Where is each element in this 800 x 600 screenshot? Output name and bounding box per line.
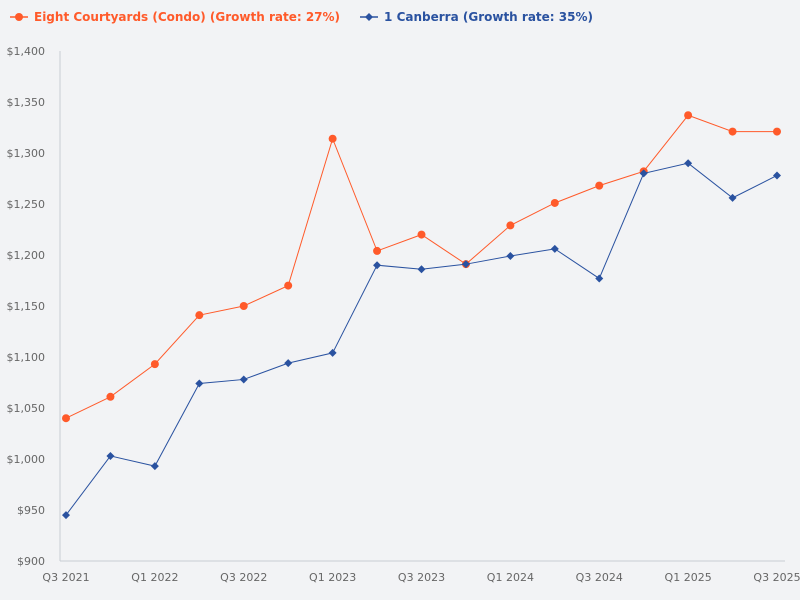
data-point — [595, 274, 604, 283]
data-point — [728, 193, 737, 202]
y-tick-label: $1,300 — [7, 147, 46, 160]
data-point — [150, 360, 159, 369]
data-point — [550, 244, 559, 253]
data-point — [461, 260, 470, 269]
x-tick-label: Q1 2025 — [665, 571, 712, 584]
data-point — [417, 265, 426, 274]
legend-label: Eight Courtyards (Condo) (Growth rate: 2… — [34, 10, 341, 24]
data-point — [684, 159, 693, 168]
data-point — [506, 221, 515, 230]
x-tick-label: Q1 2024 — [487, 571, 534, 584]
y-tick-label: $1,350 — [7, 96, 46, 109]
legend-item-eight-courtyards[interactable]: Eight Courtyards (Condo) (Growth rate: 2… — [10, 10, 340, 24]
data-point — [773, 127, 781, 136]
x-tick-label: Q1 2023 — [309, 571, 356, 584]
data-point — [284, 359, 293, 368]
data-point — [195, 311, 204, 320]
data-point — [62, 414, 70, 423]
y-tick-label: $900 — [17, 555, 45, 568]
data-point — [595, 181, 604, 190]
data-point — [373, 261, 382, 270]
circle-marker-icon — [10, 13, 28, 21]
data-point — [639, 169, 648, 178]
data-point — [728, 127, 737, 136]
series-line-1 — [65, 162, 778, 516]
y-tick-label: $1,100 — [7, 351, 46, 364]
data-point — [328, 348, 337, 357]
legend-item-1-canberra[interactable]: 1 Canberra (Growth rate: 35%) — [360, 10, 593, 24]
data-point — [106, 451, 115, 460]
data-point — [195, 379, 204, 388]
data-point — [328, 134, 337, 143]
diamond-marker-icon — [360, 13, 379, 21]
y-tick-label: $1,200 — [7, 249, 46, 262]
data-point — [62, 511, 70, 520]
y-tick-label: $1,050 — [7, 402, 46, 415]
data-point — [239, 302, 248, 310]
data-point — [106, 392, 115, 401]
y-tick-label: $1,250 — [7, 198, 46, 211]
x-tick-label: Q3 2025 — [753, 571, 800, 584]
legend-label: 1 Canberra (Growth rate: 35%) — [384, 10, 593, 24]
y-tick-label: $1,400 — [7, 45, 46, 58]
data-point — [284, 281, 293, 290]
x-tick-label: Q3 2023 — [398, 571, 445, 584]
legend: Eight Courtyards (Condo) (Growth rate: 2… — [10, 10, 593, 24]
data-point — [773, 171, 781, 180]
data-point — [684, 111, 693, 120]
y-tick-label: $1,000 — [7, 453, 46, 466]
x-tick-label: Q3 2021 — [42, 571, 89, 584]
x-tick-label: Q3 2022 — [220, 571, 267, 584]
data-point — [506, 252, 515, 261]
data-point — [550, 198, 559, 207]
data-point — [239, 375, 248, 384]
x-tick-label: Q3 2024 — [576, 571, 623, 584]
data-point — [373, 246, 382, 255]
y-tick-label: $1,150 — [7, 300, 46, 313]
data-point — [150, 462, 159, 471]
y-tick-label: $950 — [17, 504, 45, 517]
data-point — [417, 230, 426, 239]
x-tick-label: Q1 2022 — [131, 571, 178, 584]
